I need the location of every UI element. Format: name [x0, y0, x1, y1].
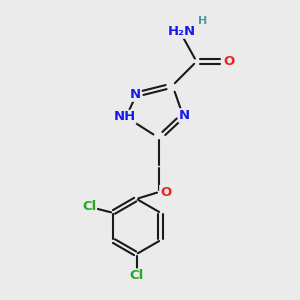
- Text: NH: NH: [113, 110, 136, 124]
- Text: Cl: Cl: [82, 200, 96, 213]
- Text: H: H: [198, 16, 207, 26]
- Text: Cl: Cl: [129, 269, 144, 282]
- Text: N: N: [179, 109, 190, 122]
- Text: O: O: [224, 55, 235, 68]
- Text: N: N: [129, 88, 141, 101]
- Text: O: O: [160, 185, 171, 199]
- Text: H₂N: H₂N: [167, 25, 196, 38]
